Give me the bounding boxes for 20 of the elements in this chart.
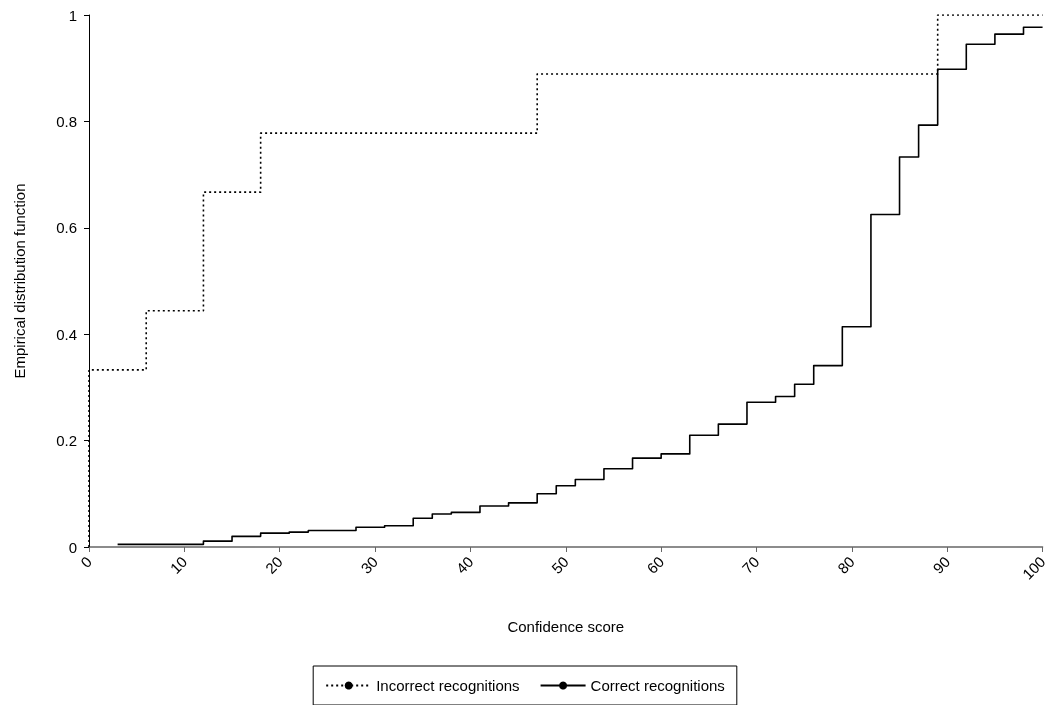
x-axis-title: Confidence score <box>507 618 625 635</box>
legend-label: Correct recognitions <box>590 677 725 694</box>
y-tick-label: 0.8 <box>56 112 77 130</box>
x-tick-label: 40 <box>452 552 477 577</box>
x-tick-label: 30 <box>357 552 382 577</box>
x-tick-label: 50 <box>547 552 572 577</box>
x-tick-label: 90 <box>929 552 954 577</box>
x-tick-label: 10 <box>166 552 191 577</box>
y-tick-label: 0.6 <box>56 219 77 237</box>
y-tick-label: 0 <box>68 538 77 556</box>
y-tick-label: 1 <box>68 6 77 24</box>
x-tick-label: 60 <box>643 552 668 577</box>
y-tick-label: 0.2 <box>56 432 77 450</box>
x-tick-label: 80 <box>834 552 858 577</box>
x-tick-label: 20 <box>261 552 286 577</box>
x-tick-label: 100 <box>1018 552 1049 583</box>
x-tick-label: 70 <box>738 552 763 577</box>
y-axis-title: Empirical distribution function <box>11 183 28 379</box>
y-tick-label: 0.4 <box>56 325 77 343</box>
legend-label: Incorrect recognitions <box>376 677 520 694</box>
